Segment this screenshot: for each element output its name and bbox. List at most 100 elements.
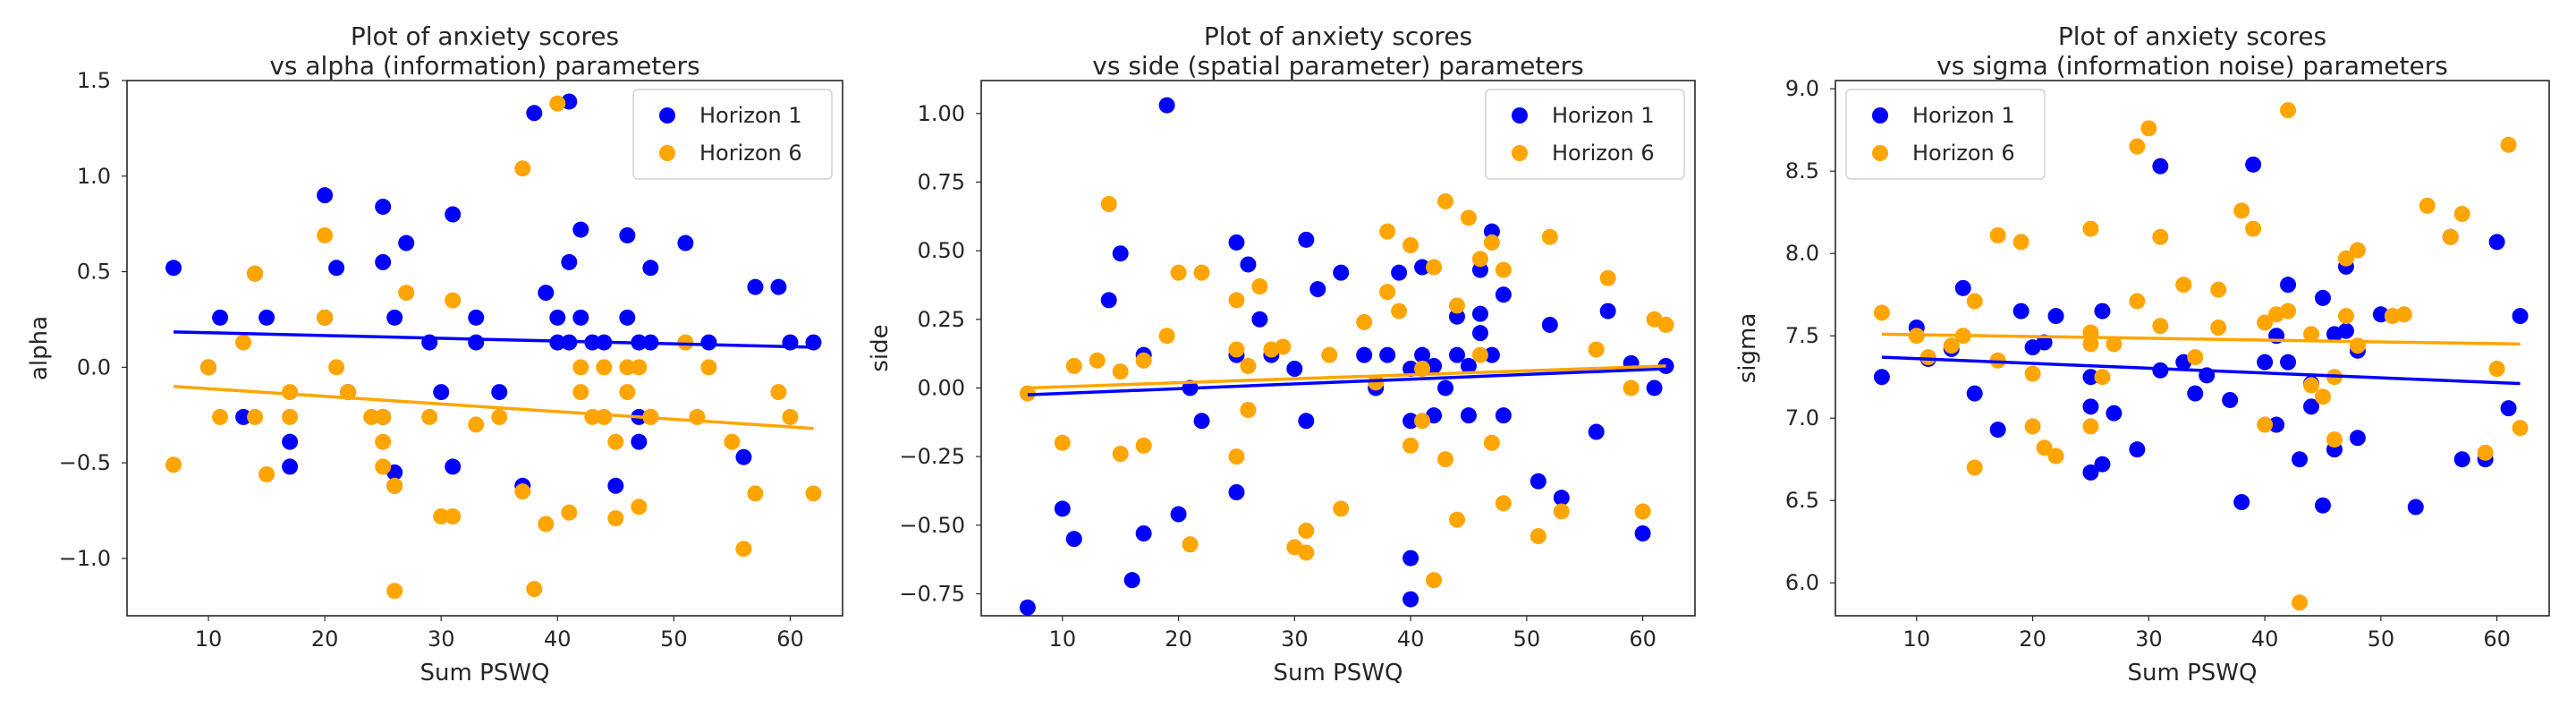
x-tick-label: 50 xyxy=(660,626,688,652)
point-horizon-6 xyxy=(782,408,799,425)
point-horizon-6 xyxy=(572,359,589,376)
y-tick-label: 1.00 xyxy=(918,101,965,126)
point-horizon-1 xyxy=(2314,289,2331,306)
point-horizon-6 xyxy=(491,408,508,425)
point-horizon-6 xyxy=(2082,336,2099,353)
point-horizon-6 xyxy=(607,433,624,450)
point-horizon-6 xyxy=(607,510,624,527)
point-horizon-6 xyxy=(1065,357,1082,374)
point-horizon-1 xyxy=(282,458,299,475)
x-tick-label: 10 xyxy=(1903,626,1931,652)
chart-title-line-1: Plot of anxiety scores xyxy=(2058,21,2326,51)
point-horizon-6 xyxy=(1426,572,1443,589)
x-tick-label: 20 xyxy=(2019,626,2046,652)
x-tick-label: 30 xyxy=(1281,626,1309,652)
point-horizon-6 xyxy=(1298,544,1315,561)
x-tick-label: 30 xyxy=(428,626,455,652)
point-horizon-6 xyxy=(445,507,462,524)
point-horizon-1 xyxy=(735,448,752,465)
x-axis-label: Sum PSWQ xyxy=(2128,660,2258,686)
point-horizon-6 xyxy=(2106,336,2123,353)
point-horizon-6 xyxy=(2280,303,2297,320)
point-horizon-6 xyxy=(770,384,787,401)
point-horizon-6 xyxy=(2129,293,2146,310)
x-tick-label: 30 xyxy=(2135,626,2163,652)
x-tick-label: 10 xyxy=(195,626,223,652)
point-horizon-1 xyxy=(2512,308,2529,325)
point-horizon-1 xyxy=(328,260,345,277)
point-horizon-1 xyxy=(2036,334,2053,351)
point-horizon-6 xyxy=(1100,196,1117,212)
point-horizon-1 xyxy=(2047,308,2064,325)
point-horizon-1 xyxy=(572,221,589,238)
point-horizon-6 xyxy=(2210,281,2227,298)
point-horizon-6 xyxy=(1391,303,1408,320)
point-horizon-1 xyxy=(1356,346,1373,363)
point-horizon-6 xyxy=(1471,251,1488,268)
point-horizon-1 xyxy=(2257,354,2274,371)
point-horizon-1 xyxy=(561,253,578,270)
point-horizon-1 xyxy=(1460,357,1477,374)
point-horizon-1 xyxy=(700,334,717,351)
x-tick-label: 60 xyxy=(1629,626,1657,652)
point-horizon-6 xyxy=(2047,448,2064,465)
point-horizon-6 xyxy=(1112,446,1129,463)
legend-marker-horizon-6 xyxy=(1872,145,1888,161)
y-tick-label: 8.5 xyxy=(1785,158,1819,183)
point-horizon-1 xyxy=(2094,456,2111,473)
point-horizon-6 xyxy=(282,384,299,401)
point-horizon-1 xyxy=(1135,525,1152,541)
point-horizon-6 xyxy=(1368,374,1385,391)
chart-title-line-2: vs side (spatial parameter) parameters xyxy=(1092,51,1583,81)
point-horizon-6 xyxy=(1449,511,1465,528)
chart-title-line-2: vs sigma (information noise) parameters xyxy=(1936,51,2448,81)
point-horizon-1 xyxy=(2268,416,2285,433)
point-horizon-1 xyxy=(386,309,403,326)
point-horizon-6 xyxy=(363,408,380,425)
point-horizon-1 xyxy=(433,384,450,401)
y-tick-label: 1.5 xyxy=(77,68,111,93)
point-horizon-1 xyxy=(2082,369,2099,386)
point-horizon-1 xyxy=(2094,303,2111,320)
point-horizon-6 xyxy=(735,541,752,558)
y-tick-label: 1.0 xyxy=(77,164,111,189)
point-horizon-1 xyxy=(2407,499,2424,516)
point-horizon-6 xyxy=(247,265,264,282)
point-horizon-6 xyxy=(526,581,543,598)
point-horizon-6 xyxy=(572,384,589,401)
point-horizon-1 xyxy=(1530,473,1546,490)
point-horizon-1 xyxy=(1634,525,1651,541)
point-horizon-6 xyxy=(619,384,636,401)
legend-label-horizon-1: Horizon 1 xyxy=(699,103,802,128)
point-horizon-6 xyxy=(1483,234,1500,251)
point-horizon-6 xyxy=(514,160,531,177)
point-horizon-1 xyxy=(2453,451,2470,468)
point-horizon-6 xyxy=(1135,352,1152,369)
chart-title-line-1: Plot of anxiety scores xyxy=(351,21,619,51)
point-horizon-6 xyxy=(200,359,217,376)
point-horizon-6 xyxy=(1402,437,1419,454)
plot-area xyxy=(1873,102,2529,611)
y-tick-label: 0.00 xyxy=(918,375,965,400)
point-horizon-6 xyxy=(631,499,648,516)
point-horizon-6 xyxy=(1240,402,1257,418)
point-horizon-1 xyxy=(1170,506,1187,523)
point-horizon-6 xyxy=(1495,261,1512,278)
point-horizon-1 xyxy=(375,198,392,215)
y-axis-label: alpha xyxy=(26,316,53,380)
point-horizon-6 xyxy=(1634,503,1651,520)
legend-box xyxy=(1845,89,2046,180)
point-horizon-6 xyxy=(700,359,717,376)
point-horizon-1 xyxy=(1240,256,1257,273)
point-horizon-1 xyxy=(1100,292,1117,309)
point-horizon-6 xyxy=(398,285,415,302)
point-horizon-1 xyxy=(282,433,299,450)
point-horizon-6 xyxy=(1228,448,1245,465)
point-horizon-1 xyxy=(631,433,648,450)
point-horizon-6 xyxy=(2257,416,2274,433)
point-horizon-1 xyxy=(445,458,462,475)
point-horizon-1 xyxy=(1553,490,1570,507)
point-horizon-1 xyxy=(2152,362,2169,379)
point-horizon-6 xyxy=(1437,451,1454,468)
